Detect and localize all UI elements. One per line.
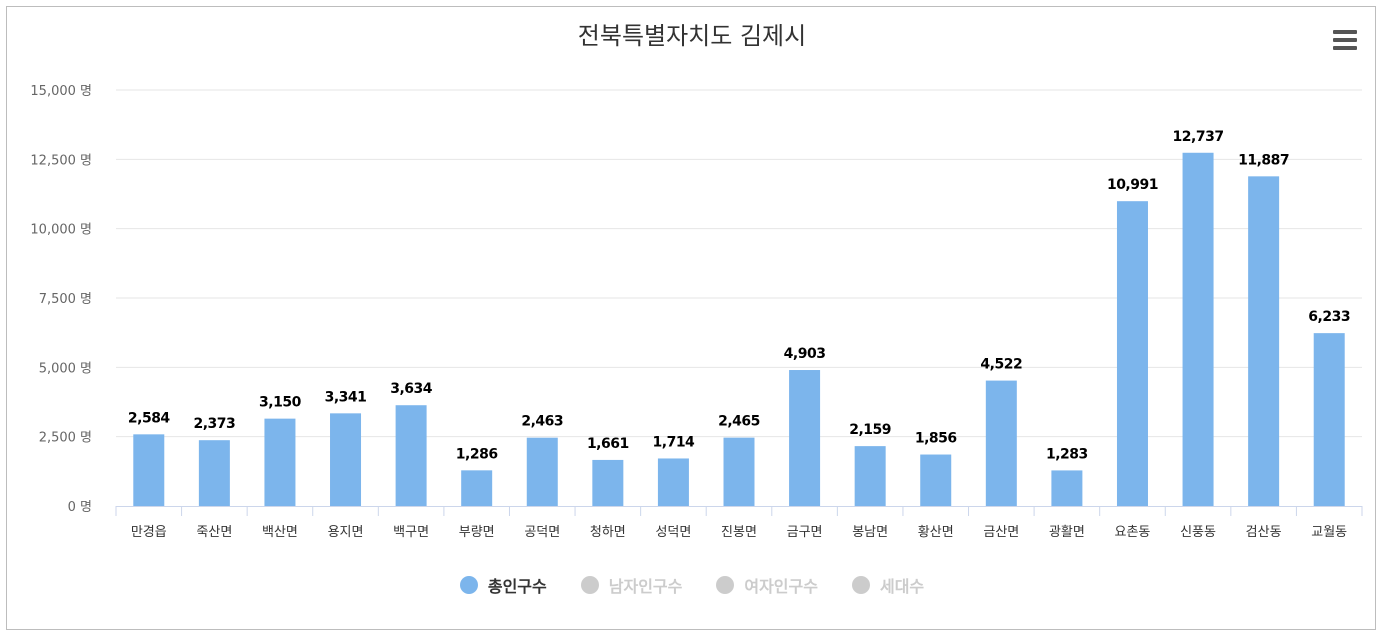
x-tick-label: 죽산면 <box>196 525 232 540</box>
data-label: 4,522 <box>980 357 1022 373</box>
bar[interactable] <box>330 413 362 506</box>
legend-label: 여자인구수 <box>744 577 818 596</box>
x-tick-label: 백구면 <box>393 525 429 540</box>
bar[interactable] <box>985 380 1017 506</box>
y-tick-label: 12,500 명 <box>30 153 92 168</box>
data-label: 2,463 <box>521 414 563 430</box>
data-label: 1,856 <box>915 431 957 447</box>
bar[interactable] <box>264 418 296 506</box>
x-tick-label: 용지면 <box>328 525 364 540</box>
x-tick-label: 황산면 <box>918 525 954 540</box>
chart-title: 전북특별자치도 김제시 <box>577 22 807 50</box>
x-tick-label: 성덕면 <box>655 525 691 540</box>
x-tick-label: 진봉면 <box>721 525 757 540</box>
bar[interactable] <box>395 405 427 506</box>
x-tick-label: 검산동 <box>1246 525 1282 540</box>
x-tick-label: 백산면 <box>262 525 298 540</box>
data-label: 2,373 <box>193 416 235 432</box>
bar[interactable] <box>592 459 624 506</box>
data-label: 3,634 <box>390 381 433 397</box>
x-tick-label: 부량면 <box>459 525 495 540</box>
legend-marker <box>459 576 478 594</box>
legend-item[interactable]: 총인구수 <box>459 573 547 597</box>
data-label: 10,991 <box>1107 177 1158 193</box>
data-label: 6,233 <box>1308 309 1350 325</box>
y-tick-label: 0 명 <box>68 500 92 515</box>
legend-item[interactable]: 남자인구수 <box>580 573 683 597</box>
legend-label: 남자인구수 <box>608 577 683 596</box>
data-label: 1,286 <box>456 446 498 462</box>
x-tick-label: 봉남면 <box>852 525 888 540</box>
y-tick-label: 7,500 명 <box>39 292 92 307</box>
bar[interactable] <box>133 434 165 506</box>
data-label: 3,150 <box>259 395 302 411</box>
legend-marker <box>851 576 870 594</box>
x-tick-label: 청하면 <box>590 525 626 540</box>
data-label: 1,283 <box>1046 446 1088 462</box>
x-tick-label: 금산면 <box>983 525 1019 540</box>
y-tick-label: 2,500 명 <box>39 431 92 446</box>
y-tick-label: 15,000 명 <box>30 84 92 99</box>
bar[interactable] <box>854 446 886 506</box>
hamburger-menu-icon[interactable] <box>1331 30 1359 54</box>
x-tick-label: 교월동 <box>1311 525 1347 540</box>
data-label: 12,737 <box>1173 129 1224 145</box>
data-label: 11,887 <box>1238 152 1289 168</box>
data-label: 2,584 <box>128 410 171 426</box>
x-tick-label: 만경읍 <box>131 525 167 540</box>
data-label: 1,661 <box>587 436 629 452</box>
data-label: 3,341 <box>325 389 367 405</box>
legend: 총인구수 남자인구수 여자인구수 세대수 <box>0 570 1384 600</box>
bar[interactable] <box>1182 152 1214 506</box>
bar[interactable] <box>657 458 689 506</box>
x-tick-label: 신풍동 <box>1180 525 1216 540</box>
bar[interactable] <box>526 437 558 506</box>
bar[interactable] <box>461 470 493 506</box>
data-label: 4,903 <box>784 346 826 362</box>
bar[interactable] <box>1051 470 1083 506</box>
legend-marker <box>716 576 735 594</box>
x-tick-label: 공덕면 <box>524 525 560 540</box>
legend-label: 총인구수 <box>487 577 547 596</box>
data-label: 1,714 <box>653 434 696 450</box>
x-tick-label: 광활면 <box>1049 525 1085 540</box>
data-label: 2,465 <box>718 414 760 430</box>
bar[interactable] <box>1116 201 1148 507</box>
y-tick-label: 10,000 명 <box>30 223 92 238</box>
bar[interactable] <box>1313 333 1345 506</box>
bar[interactable] <box>723 437 755 506</box>
bar[interactable] <box>198 440 230 506</box>
legend-item[interactable]: 여자인구수 <box>716 573 818 597</box>
bar[interactable] <box>789 370 821 506</box>
legend-marker <box>580 576 599 594</box>
bar[interactable] <box>1248 176 1280 506</box>
data-label: 2,159 <box>849 422 891 438</box>
x-tick-label: 요촌동 <box>1115 525 1151 540</box>
legend-item[interactable]: 세대수 <box>851 573 925 597</box>
y-tick-label: 5,000 명 <box>39 361 92 376</box>
bar[interactable] <box>920 454 952 506</box>
x-tick-label: 금구면 <box>787 525 823 540</box>
legend-label: 세대수 <box>879 577 925 596</box>
